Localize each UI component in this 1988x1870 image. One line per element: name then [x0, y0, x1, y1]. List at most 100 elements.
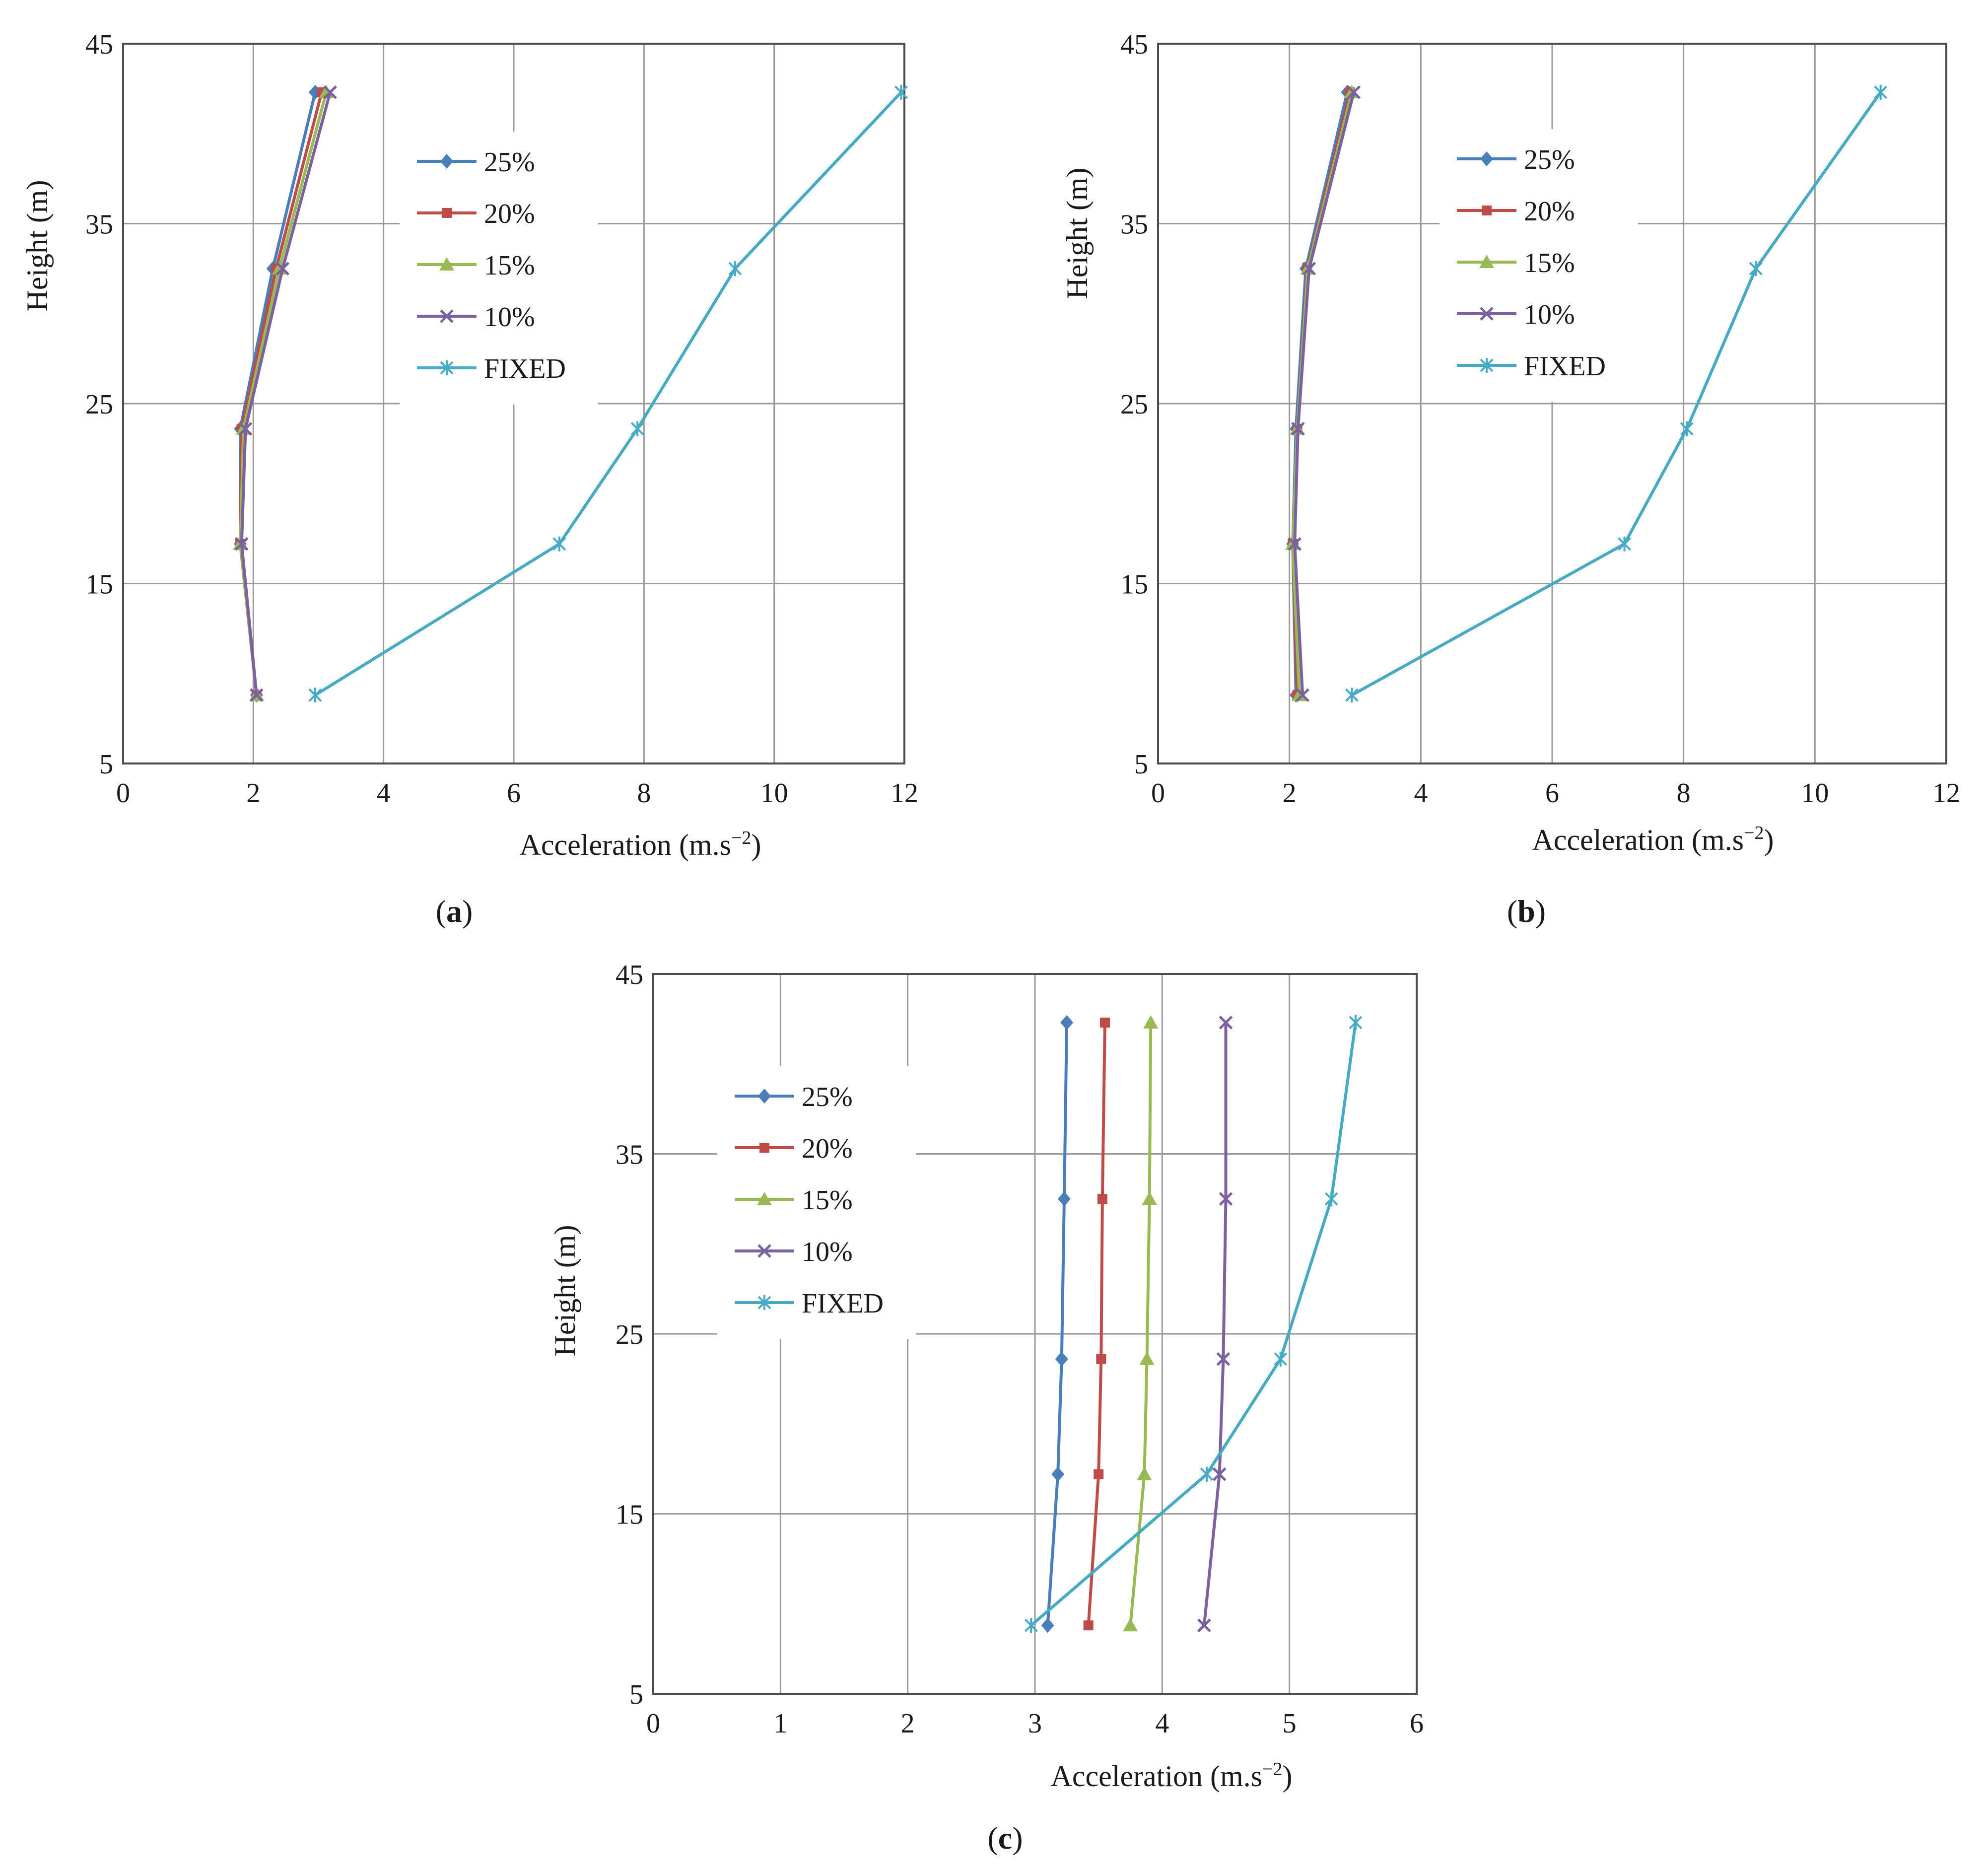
- chart-c-data-point: [1219, 1016, 1233, 1030]
- chart-c-y-tick-label: 25: [616, 1319, 643, 1350]
- chart-c-data-point: [1324, 1191, 1338, 1207]
- chart-a-data-point: [630, 421, 644, 436]
- chart-c-data-point: [1099, 1017, 1110, 1028]
- chart-a-data-point: [275, 262, 290, 276]
- chart-c-legend-label: FIXED: [802, 1288, 884, 1319]
- chart-c-data-point: [1143, 1015, 1159, 1029]
- chart-c-data-point: [1349, 1015, 1363, 1030]
- chart-b-x-tick-label: 8: [1677, 778, 1691, 809]
- chart-a-y-tick-label: 35: [85, 209, 113, 240]
- chart-c-data-point: [1197, 1618, 1211, 1633]
- chart-b-y-tick-label: 5: [1134, 749, 1148, 780]
- chart-b-data-point: [1292, 688, 1307, 701]
- chart-b-legend-marker: [1480, 358, 1494, 373]
- chart-c-x-tick-label: 4: [1155, 1708, 1169, 1739]
- chart-b-data-point: [1296, 688, 1309, 702]
- chart-a-data-point: [238, 421, 253, 436]
- chart-panel-c: Height (m) Acceleration (m.s−2) (c) 0 1 2 3…: [496, 943, 1489, 1868]
- chart-a-y-tick-label: 15: [85, 569, 113, 600]
- chart-c-x-tick-label: 2: [901, 1708, 915, 1739]
- chart-a-legend-marker: [442, 208, 452, 218]
- chart-b-x-tick-label: 12: [1932, 778, 1960, 809]
- chart-c-svg: Height (m) Acceleration (m.s−2) (c) 0 1 2 3…: [548, 960, 1424, 1856]
- chart-c-data-point: [1216, 1352, 1231, 1366]
- chart-b-svg: Height (m) Acceleration (m.s−2) (b) 0 2 4 6…: [1061, 29, 1960, 929]
- chart-b-data-point: [1749, 261, 1763, 277]
- chart-a-plot-frame: [122, 43, 905, 764]
- chart-b-plot-frame: [1157, 43, 1947, 764]
- chart-a-data-point: [552, 536, 566, 552]
- chart-a-legend-marker: [440, 360, 454, 375]
- chart-a-legend-marker: [439, 257, 454, 271]
- chart-c-data-point: [1139, 1351, 1155, 1365]
- chart-a-data-point: [894, 84, 908, 100]
- chart-b-legend-background: [1440, 129, 1638, 402]
- chart-b-legend-label: 10%: [1524, 299, 1575, 330]
- chart-c-data-point: [1137, 1466, 1152, 1480]
- chart-c-plot-frame: [652, 973, 1418, 1695]
- chart-c-data-point: [1212, 1467, 1227, 1481]
- chart-c-y-tick-label: 15: [616, 1500, 643, 1530]
- chart-c-x-axis-title: Acceleration (m.s−2): [1051, 1759, 1293, 1793]
- chart-a-data-point: [234, 537, 249, 551]
- chart-b-legend-marker: [1479, 255, 1494, 268]
- chart-c-data-point: [1057, 1191, 1071, 1207]
- chart-a-legend-label: 25%: [484, 147, 535, 178]
- chart-b-data-point: [1347, 85, 1361, 99]
- chart-a-x-axis-title: Acceleration (m.s−2): [520, 828, 761, 861]
- chart-a-data-point: [308, 688, 322, 703]
- chart-a-x-tick-label: 10: [760, 778, 788, 809]
- chart-c-x-tick-label: 6: [1410, 1708, 1424, 1739]
- chart-c-data-point: [1055, 1351, 1068, 1367]
- chart-b-y-tick-label: 15: [1120, 569, 1148, 600]
- chart-a-legend-marker: [440, 309, 454, 323]
- chart-b-series-line: [1293, 92, 1356, 695]
- chart-c-y-tick-label: 45: [616, 960, 643, 990]
- chart-c-data-point: [1060, 1015, 1074, 1030]
- chart-b-data-point: [1302, 262, 1316, 276]
- chart-c-series-line: [1030, 1022, 1357, 1627]
- chart-c-x-tick-label: 5: [1283, 1708, 1297, 1739]
- chart-b-data-point: [1618, 536, 1631, 552]
- chart-c-legend-marker: [757, 1295, 771, 1310]
- chart-b-data-point: [1345, 688, 1359, 703]
- chart-c-legend-label: 20%: [802, 1133, 853, 1164]
- chart-b-legend-label: 20%: [1524, 196, 1575, 227]
- chart-a-x-tick-label: 4: [377, 778, 391, 809]
- chart-c-data-point: [1123, 1618, 1138, 1632]
- chart-c-legend-marker: [757, 1192, 772, 1205]
- chart-a-legend-label: 10%: [484, 302, 535, 333]
- chart-c-y-axis-title: Height (m): [548, 1225, 581, 1357]
- chart-c-data-point: [1051, 1466, 1065, 1482]
- chart-c-series-4: [1024, 1015, 1363, 1633]
- chart-b-x-tick-label: 10: [1801, 778, 1829, 809]
- chart-a-x-tick-label: 6: [507, 778, 521, 809]
- chart-b-legend-marker: [1480, 307, 1494, 321]
- chart-a-y-tick-label: 45: [85, 29, 113, 60]
- chart-a-legend-label: FIXED: [484, 353, 566, 384]
- chart-c-legend-label: 25%: [802, 1082, 853, 1112]
- chart-c-series-2: [1123, 1015, 1159, 1632]
- chart-c-caption: (c): [987, 1820, 1023, 1856]
- chart-c-series-1: [1083, 1017, 1110, 1631]
- chart-a-legend: 25% 20% 15% 10% FIXED: [400, 132, 598, 405]
- chart-c-data-point: [1024, 1618, 1038, 1633]
- chart-c-data-point: [1097, 1194, 1107, 1204]
- chart-c-y-tick-label: 35: [616, 1140, 643, 1171]
- chart-b-data-point: [1291, 421, 1305, 436]
- chart-c-legend: 25% 20% 15% 10% FIXED: [717, 1066, 916, 1339]
- chart-b-caption: (b): [1507, 894, 1546, 929]
- chart-b-x-tick-label: 2: [1283, 778, 1297, 809]
- chart-a-x-tick-label: 0: [116, 778, 130, 809]
- chart-c-x-tick-label: 0: [646, 1708, 660, 1739]
- chart-b-legend-label: 25%: [1524, 144, 1575, 175]
- chart-b-series-4: [1345, 84, 1888, 703]
- chart-c-data-point: [1200, 1466, 1214, 1482]
- chart-c-x-tick-label: 1: [773, 1708, 787, 1739]
- chart-a-y-tick-label: 5: [99, 749, 113, 780]
- chart-c-series-line: [1046, 1022, 1069, 1626]
- chart-a-y-tick-label: 25: [85, 389, 113, 420]
- chart-b-legend-label: FIXED: [1524, 351, 1606, 382]
- chart-c-legend-marker: [758, 1089, 771, 1104]
- chart-b-x-tick-label: 0: [1151, 778, 1165, 809]
